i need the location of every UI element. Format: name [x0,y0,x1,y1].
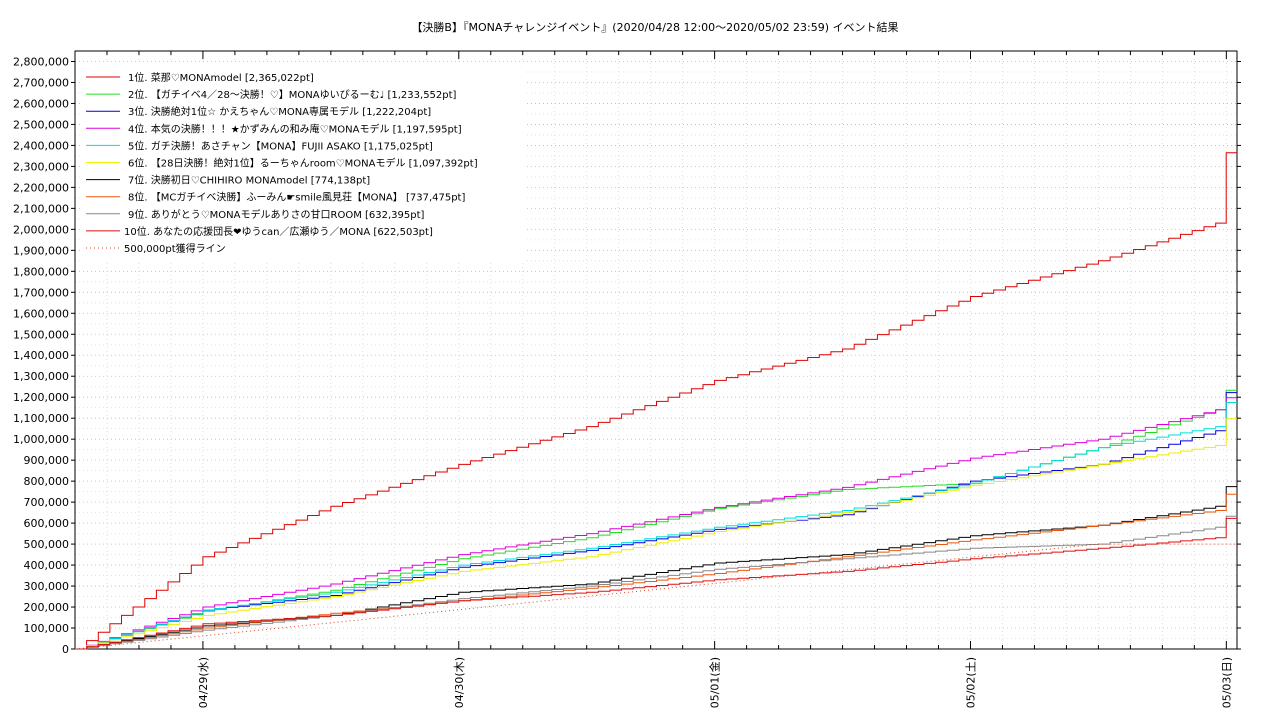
legend-box [80,63,525,263]
y-tick-label: 1,200,000 [13,391,69,404]
y-tick-label: 0 [62,643,69,656]
legend-label: 4位. 本気の決勝！！！★かずみんの和み庵♡MONAモデル [1,197,595… [128,122,462,135]
y-tick-label: 2,600,000 [13,97,69,110]
legend: 1位. 菜那♡MONAmodel [2,365,022pt] 2位. 【ガチイベ4… [80,63,525,263]
y-tick-label: 1,800,000 [13,265,69,278]
x-tick-label: 05/03(日) [1220,657,1233,708]
y-tick-label: 100,000 [24,622,70,635]
series-line-4 [75,397,1237,650]
y-tick-label: 2,400,000 [13,139,69,152]
y-tick-label: 2,500,000 [13,118,69,131]
y-tick-label: 2,300,000 [13,160,69,173]
y-tick-label: 700,000 [24,496,70,509]
plot-frame [74,50,1238,650]
y-tick-label: 1,900,000 [13,244,69,257]
x-tick-label: 05/01(金) [708,657,722,708]
series-line-8 [75,493,1237,650]
axis-layer: 0 100,000 200,000 300,000 400,000 500,000 600,… [13,50,1241,708]
y-tick-label: 800,000 [24,475,70,488]
legend-label: 3位. 決勝絶対1位☆ かえちゃん♡MONA専属モデル [1,222,204pt… [128,105,431,118]
y-tick-label: 1,400,000 [13,349,69,362]
y-tick-label: 1,700,000 [13,286,69,299]
y-tick-label: 2,200,000 [13,181,69,194]
legend-label: 2位. 【ガチイベ4／28〜決勝！♡】MONAゆいぴるーむ♩ [1,233,55… [128,88,457,101]
y-tick-label: 1,300,000 [13,370,69,383]
legend-label: 1位. 菜那♡MONAmodel [2,365,022pt] [128,71,314,84]
x-tick-label: 04/30(木) [453,657,466,708]
legend-label: 8位. 【MCガチイベ決勝】ふーみん☛smile風見荘【MONA】 [737,4… [128,191,465,204]
y-tick-label: 1,000,000 [13,433,69,446]
series-line-1 [75,152,1237,650]
x-tick-label: 04/29(水) [197,657,210,708]
y-tick-label: 300,000 [24,580,70,593]
series-layer [74,152,1237,650]
series-line-6 [75,418,1237,650]
y-tick-label: 400,000 [24,559,70,572]
y-tick-label: 600,000 [24,517,70,530]
legend-label: 9位. ありがとう♡MONAモデルありさの甘口ROOM [632,395pt] [128,208,425,221]
y-tick-label: 200,000 [24,601,70,614]
y-tick-label: 2,700,000 [13,76,69,89]
y-tick-label: 2,100,000 [13,202,69,215]
series-line-3 [75,392,1237,650]
legend-label: 7位. 決勝初日♡CHIHIRO MONAmodel [774,138pt] [128,174,370,187]
y-tick-label: 500,000 [24,538,70,551]
y-tick-label: 1,600,000 [13,307,69,320]
legend-label: 6位. 【28日決勝！絶対1位】るーちゃんroom♡MONAモデル [1,097… [128,157,478,170]
y-tick-label: 900,000 [24,454,70,467]
y-tick-label: 2,000,000 [13,223,69,236]
legend-label: 5位. ガチ決勝！あさチャン【MONA】FUJII ASAKO [1,175,0… [128,139,433,152]
y-tick-label: 1,100,000 [13,412,69,425]
chart-title: 【決勝B】『MONAチャレンジイベント』(2020/04/28 12:00〜20… [411,20,898,34]
series-line-5 [75,402,1237,650]
grid-layer [75,51,1237,649]
legend-label: 10位. あなたの応援団長❤ゆうcan／広瀬ゆう／MONA [622,503pt… [124,225,433,238]
y-tick-label: 2,800,000 [13,55,69,68]
legend-label: 500,000pt獲得ライン [124,242,226,255]
x-tick-label: 05/02(土) [964,657,977,708]
series-line-10 [75,517,1237,650]
y-tick-label: 1,500,000 [13,328,69,341]
series-line-9 [75,515,1237,650]
